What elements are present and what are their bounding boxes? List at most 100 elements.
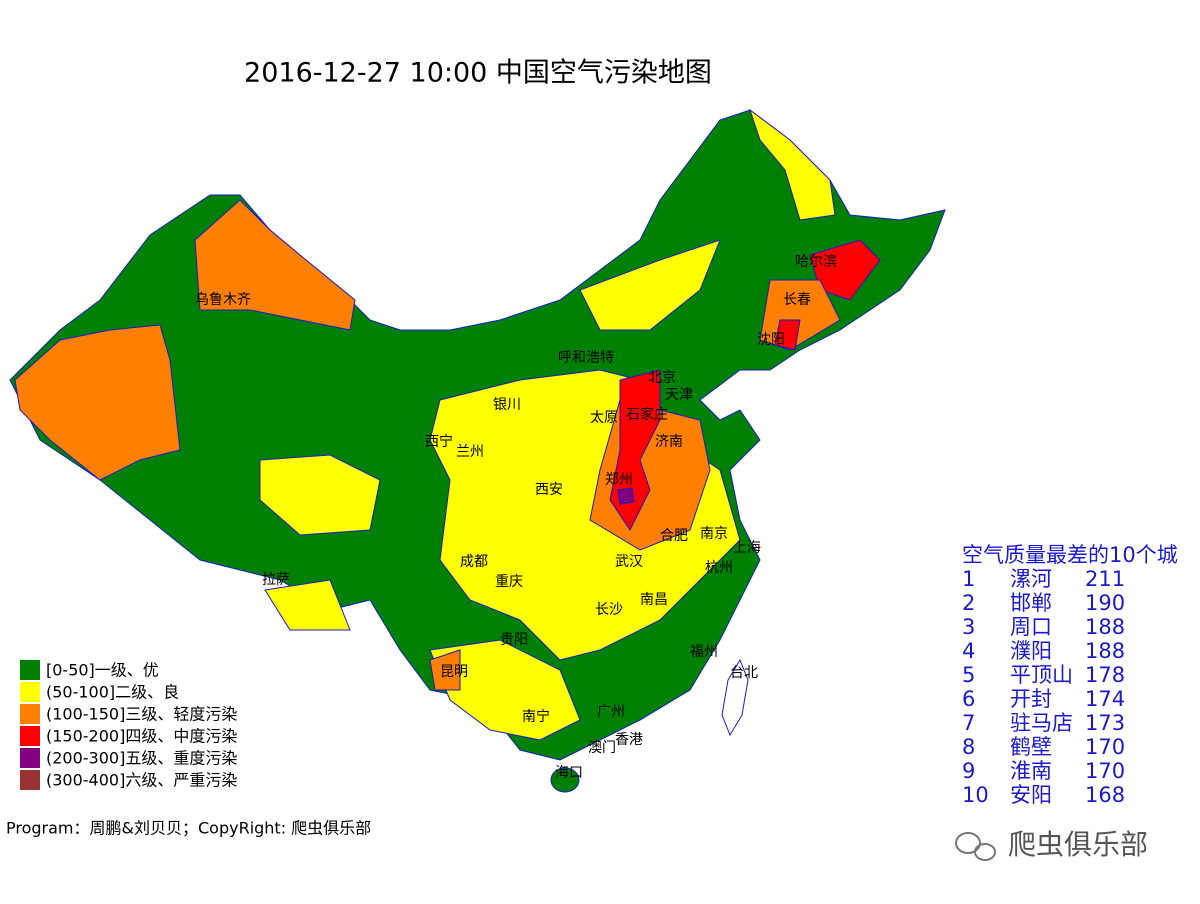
legend-label: (200-300]五级、重度污染: [46, 749, 237, 768]
city-label: 北京: [648, 370, 676, 386]
region: [259, 454, 381, 536]
rank-value: 168: [1085, 783, 1125, 807]
ranking-list: 空气质量最差的10个城 1 漯河 211 2 邯郸 190 3 周口 188 4 濮阳 188 5 平顶山…: [962, 543, 1178, 807]
region: [774, 319, 801, 351]
rank-number: 5: [962, 663, 975, 687]
region: [617, 487, 635, 505]
region: [429, 649, 461, 691]
rank-city: 濮阳: [1010, 639, 1052, 663]
rank-city: 安阳: [1010, 783, 1052, 807]
city-label: 广州: [597, 704, 625, 720]
rank-number: 10: [962, 783, 989, 807]
rank-number: 3: [962, 615, 975, 639]
legend-swatch: [20, 748, 40, 768]
rank-city: 淮南: [1010, 759, 1052, 783]
rank-value: 170: [1085, 759, 1125, 783]
city-label: 西宁: [425, 433, 453, 450]
city-label: 香港: [615, 732, 643, 748]
rank-city: 鹤壁: [1010, 735, 1052, 759]
city-label: 成都: [460, 554, 488, 570]
city-label: 南宁: [522, 708, 550, 725]
rank-number: 4: [962, 639, 975, 663]
rank-number: 7: [962, 711, 975, 735]
city-label: 台北: [730, 665, 758, 681]
city-label: 上海: [733, 540, 761, 556]
rank-value: 188: [1085, 639, 1125, 663]
city-label: 济南: [655, 434, 683, 450]
city-label: 长春: [783, 292, 811, 308]
city-label: 澳门: [588, 740, 616, 756]
city-label: 昆明: [440, 664, 468, 680]
region: [194, 199, 356, 331]
city-label: 南昌: [640, 592, 668, 608]
rank-city: 驻马店: [1010, 711, 1073, 735]
region: [579, 239, 721, 331]
city-label: 呼和浩特: [558, 350, 614, 366]
legend-label: (50-100]二级、良: [46, 683, 179, 702]
rank-value: 170: [1085, 735, 1125, 759]
rank-city: 周口: [1010, 615, 1052, 639]
watermark-text: 爬虫俱乐部: [1008, 828, 1148, 861]
city-label: 南京: [700, 526, 728, 542]
map-title: 2016-12-27 10:00 中国空气污染地图: [244, 58, 712, 89]
rank-value: 188: [1085, 615, 1125, 639]
rank-value: 174: [1085, 687, 1125, 711]
city-label: 贵阳: [500, 632, 528, 648]
rank-number: 2: [962, 591, 975, 615]
city-label: 银川: [493, 397, 521, 413]
rank-value: 173: [1085, 711, 1125, 735]
rank-number: 1: [962, 567, 975, 591]
rank-value: 190: [1085, 591, 1125, 615]
region: [429, 639, 581, 741]
rank-value: 178: [1085, 663, 1125, 687]
rank-city: 开封: [1010, 687, 1052, 711]
rank-number: 6: [962, 687, 975, 711]
ranking-title: 空气质量最差的10个城: [962, 543, 1178, 567]
wechat-icon: [955, 832, 981, 854]
hainan: [550, 767, 580, 793]
legend-swatch: [20, 682, 40, 702]
region: [749, 108, 836, 221]
rank-city: 邯郸: [1010, 591, 1052, 615]
wechat-icon: [974, 843, 996, 861]
rank-number: 8: [962, 735, 975, 759]
legend: [0-50]一级、优 (50-100]二级、良 (100-150]三级、轻度污染 (1…: [20, 660, 237, 790]
city-label: 海口: [555, 765, 583, 781]
legend-label: (300-400]六级、严重污染: [46, 771, 237, 790]
watermark: 爬虫俱乐部: [955, 828, 1148, 861]
legend-label: [0-50]一级、优: [46, 661, 159, 680]
rank-city: 平顶山: [1010, 663, 1073, 687]
city-label: 合肥: [660, 528, 688, 544]
city-label: 天津: [665, 387, 693, 403]
footer: Program：周鹏&刘贝贝；CopyRight: 爬虫俱乐部: [6, 819, 371, 838]
city-label: 郑州: [605, 472, 633, 488]
legend-label: (150-200]四级、中度污染: [46, 727, 237, 746]
region: [14, 324, 181, 481]
city-label: 哈尔滨: [795, 254, 837, 270]
rank-city: 漯河: [1010, 567, 1052, 591]
legend-swatch: [20, 704, 40, 724]
region: [264, 579, 351, 631]
city-label: 西安: [535, 482, 563, 498]
city-label: 沈阳: [757, 332, 785, 348]
city-label: 太原: [590, 410, 618, 426]
city-label: 武汉: [615, 554, 643, 570]
city-label: 拉萨: [262, 572, 290, 588]
city-label: 长沙: [595, 602, 623, 618]
city-label: 乌鲁木齐: [195, 292, 251, 308]
city-label: 福州: [690, 644, 718, 660]
city-label: 重庆: [495, 574, 523, 590]
legend-swatch: [20, 726, 40, 746]
rank-number: 9: [962, 759, 975, 783]
legend-swatch: [20, 770, 40, 790]
china-map: [9, 108, 946, 793]
city-label: 杭州: [705, 560, 733, 576]
city-label: 石家庄: [626, 406, 668, 423]
legend-label: (100-150]三级、轻度污染: [46, 705, 237, 724]
taiwan: [721, 658, 749, 737]
legend-swatch: [20, 660, 40, 680]
rank-value: 211: [1085, 567, 1125, 591]
